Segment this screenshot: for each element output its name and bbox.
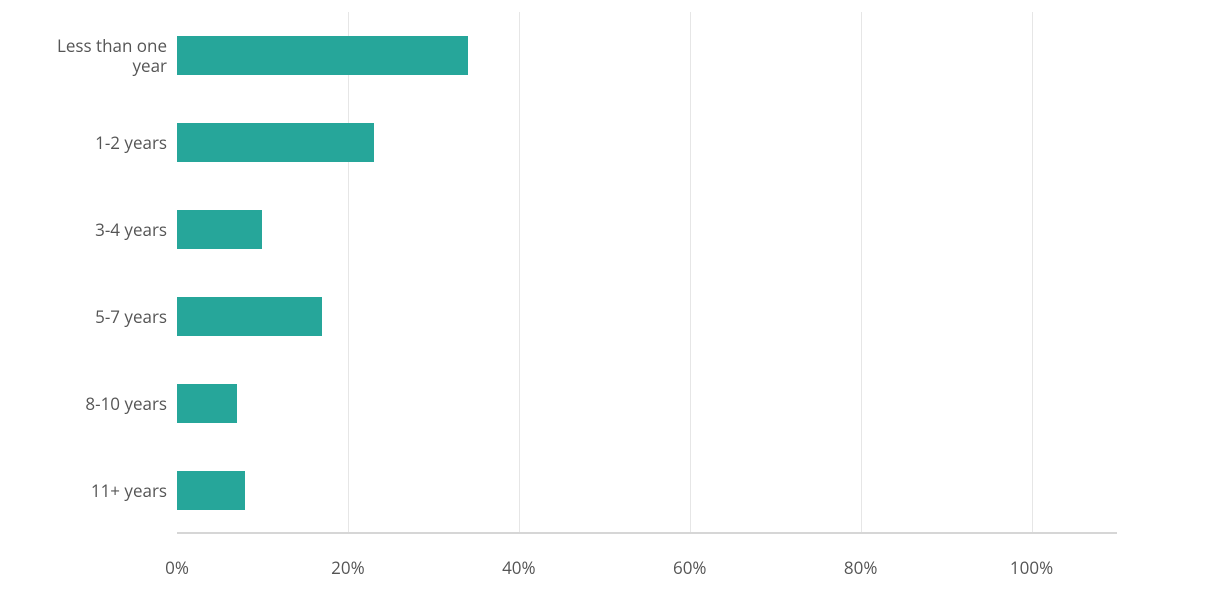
plot-area bbox=[177, 12, 1117, 534]
gridline bbox=[519, 12, 520, 534]
bar-row bbox=[177, 297, 1117, 336]
y-axis-label: 8-10 years bbox=[27, 394, 167, 414]
bar bbox=[177, 210, 262, 249]
y-axis-label: 5-7 years bbox=[27, 307, 167, 327]
gridline bbox=[348, 12, 349, 534]
x-axis-label: 0% bbox=[137, 556, 217, 579]
x-axis-label: 80% bbox=[821, 556, 901, 579]
gridline bbox=[861, 12, 862, 534]
x-axis-line bbox=[177, 532, 1117, 534]
bar-row bbox=[177, 384, 1117, 423]
y-axis-label: 1-2 years bbox=[27, 133, 167, 153]
x-axis-label: 100% bbox=[992, 556, 1072, 579]
bar-row bbox=[177, 36, 1117, 75]
gridline bbox=[1032, 12, 1033, 534]
x-axis-label: 40% bbox=[479, 556, 559, 579]
x-axis-label: 60% bbox=[650, 556, 730, 579]
x-axis-label: 20% bbox=[308, 556, 388, 579]
bar-row bbox=[177, 123, 1117, 162]
bar-row bbox=[177, 210, 1117, 249]
y-axis-label: Less than one year bbox=[27, 36, 167, 76]
chart: Less than one year 1-2 years 3-4 years 5-7 … bbox=[0, 0, 1227, 598]
bar-row bbox=[177, 471, 1117, 510]
bar bbox=[177, 123, 374, 162]
bar bbox=[177, 297, 322, 336]
gridline bbox=[690, 12, 691, 534]
y-axis-label: 3-4 years bbox=[27, 220, 167, 240]
bar bbox=[177, 384, 237, 423]
y-axis-label: 11+ years bbox=[27, 481, 167, 501]
bar bbox=[177, 471, 245, 510]
bar bbox=[177, 36, 468, 75]
